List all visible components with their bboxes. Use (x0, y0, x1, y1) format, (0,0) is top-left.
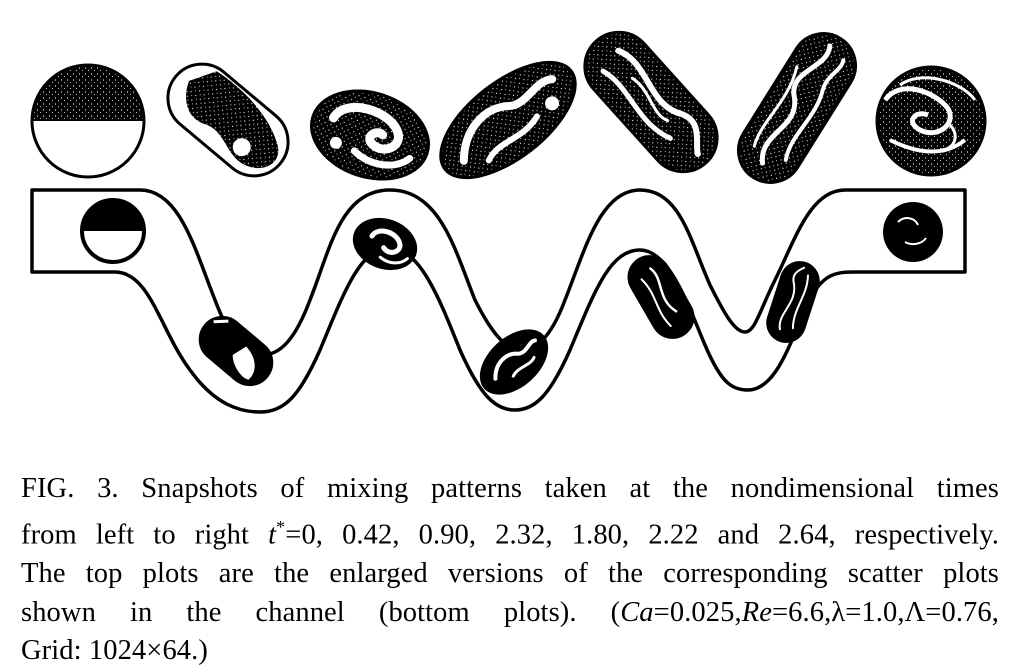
caption-text: shown in the channel (bottom plots). ( (21, 596, 621, 628)
caption-line-3: The top plots are the enlarged versions … (21, 558, 999, 590)
snapshot-4 (439, 60, 577, 180)
snapshot-3 (309, 89, 431, 181)
channel-drop-4 (479, 329, 549, 395)
time-symbol: t (268, 519, 277, 551)
mixing-figure (30, 30, 987, 414)
channel-drop-3 (352, 217, 418, 271)
channel-snapshots (80, 198, 943, 395)
caption-line-4: shown in the channel (bottom plots). (Ca… (21, 594, 999, 632)
caption-line-5: Grid: 1024×64.) (21, 635, 208, 667)
channel-drop-1 (80, 198, 146, 264)
channel-drop-6 (766, 261, 820, 343)
channel-drop-2 (198, 315, 274, 387)
capillary-value: =0.025, (653, 596, 742, 628)
time-superscript: * (276, 517, 286, 538)
figure-caption: FIG. 3. Snapshots of mixing patterns tak… (21, 470, 999, 671)
size-ratio: Λ=0.76, (904, 596, 999, 628)
caption-line-2: from left to right t*=0, 0.42, 0.90, 2.3… (21, 508, 999, 555)
reynolds-symbol: Re (741, 596, 772, 628)
snapshot-7 (875, 65, 987, 177)
channel-drop-5 (627, 255, 695, 339)
top-snapshots (30, 30, 987, 184)
snapshot-1 (30, 63, 146, 179)
snapshot-2 (166, 62, 290, 178)
viscosity-ratio: λ=1.0, (831, 596, 905, 628)
caption-line-1: FIG. 3. Snapshots of mixing patterns tak… (21, 473, 999, 504)
snapshot-6 (737, 32, 857, 184)
reynolds-value: =6.6, (771, 596, 832, 628)
capillary-symbol: Ca (620, 596, 654, 628)
caption-text: =0, 0.42, 0.90, 2.32, 1.80, 2.22 and 2.6… (285, 519, 999, 551)
snapshot-5 (583, 30, 719, 174)
caption-text: from left to right (21, 519, 269, 551)
channel-drop-7 (883, 202, 943, 262)
